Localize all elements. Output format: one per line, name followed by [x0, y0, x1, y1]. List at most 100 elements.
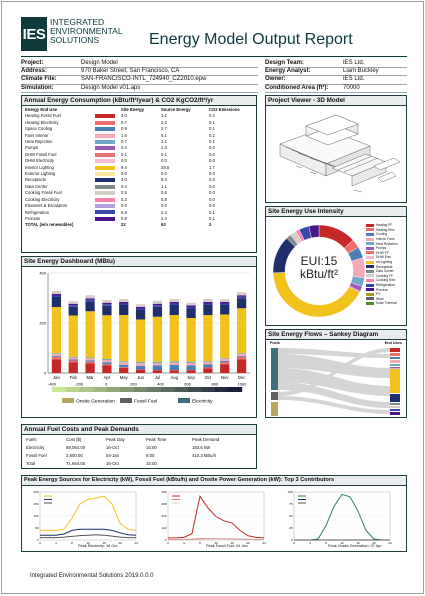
dashboard-bar-segment — [152, 363, 163, 366]
end-use-swatch — [95, 159, 115, 164]
peak-y-tick: 50 — [35, 526, 39, 530]
colorbar-tick-label: -400 — [48, 382, 57, 387]
peak-series-line — [40, 534, 136, 539]
peak-series-line — [294, 493, 390, 541]
source-energy-value: 29.5 — [161, 164, 170, 170]
dashboard-bar-segment — [186, 361, 196, 363]
end-use-swatch — [95, 178, 115, 183]
peak-x-tick: 8 — [71, 541, 73, 545]
dashboard-bar-segment — [51, 359, 62, 373]
dashboard-bar-segment — [102, 359, 112, 360]
sankey-node-fossil — [271, 392, 278, 400]
dashboard-bar-segment — [68, 360, 78, 363]
eui-unit: kBtu/ft² — [299, 267, 338, 281]
end-use-swatch — [95, 165, 115, 170]
dashboard-bar-segment — [51, 291, 62, 294]
co2-value: 0.0 — [209, 183, 215, 189]
colorbar-tick-label: 200 — [130, 382, 137, 387]
co2-value: 0.0 — [209, 190, 215, 196]
fuel-costs-title: Annual Fuel Costs and Peak Demands — [22, 425, 256, 435]
dashboard-bar-segment — [203, 361, 213, 363]
source-energy-value: 5.1 — [161, 132, 167, 138]
dashboard-bar-segment — [203, 303, 213, 305]
source-energy-value: 2.4 — [161, 215, 167, 221]
dashboard-bar-segment — [220, 358, 230, 359]
dashboard-bar-segment — [102, 302, 112, 305]
dashboard-bar-segment — [186, 305, 196, 307]
dashboard-bar-segment — [169, 303, 179, 305]
x-tick-label: Jul — [155, 375, 160, 380]
peak-x-tick: 0 — [167, 541, 169, 545]
legend-swatch — [366, 288, 374, 292]
info-row-area: Conditioned Area (ft²): 70000 — [265, 85, 407, 93]
dashboard-bar-segment — [51, 295, 62, 297]
dashboard-bar-segment — [119, 364, 129, 368]
peak-x-tick: 12 — [340, 541, 344, 545]
co2-value: 0.0 — [209, 196, 215, 202]
dashboard-bar-segment — [236, 356, 247, 360]
legend-swatch — [366, 301, 374, 305]
dashboard-bar-segment — [169, 299, 179, 302]
footer-text: Integrated Environmental Solutions 2019.… — [30, 573, 154, 579]
eui-legend-item: Heat Rejection — [366, 241, 406, 246]
dashboard-bar-segment — [51, 354, 62, 356]
peak-x-tick: 24 — [134, 541, 138, 545]
dashboard-bar-segment — [169, 362, 179, 365]
legend-swatch — [366, 278, 374, 282]
source-energy-value: 9.3 — [161, 177, 167, 183]
eui-legend-item: Int Lighting — [366, 260, 406, 265]
peak-x-tick: 24 — [262, 541, 266, 545]
table-row: Fans Interior 1.6 5.1 0.2 — [25, 133, 253, 139]
end-use-swatch — [95, 114, 115, 119]
end-use-swatch — [95, 197, 115, 202]
logo-line-1: INTEGRATED — [50, 17, 105, 27]
peak-sources-title: Peak Energy Sources for Electricity (kW)… — [22, 476, 406, 486]
x-tick-label: May — [120, 375, 129, 380]
dashboard-bar-segment — [68, 359, 78, 361]
peak-x-tick: 24 — [388, 541, 392, 545]
colorbar-cell — [65, 387, 80, 392]
dashboard-bar-segment — [236, 353, 247, 354]
table-row: Heat Rejection 0.7 2.2 0.1 — [25, 139, 253, 145]
end-use-name: Refrigeration — [25, 209, 49, 215]
site-energy-value: 3.0 — [121, 113, 127, 119]
dashboard-bar-segment — [236, 292, 247, 296]
eui-donut-chart — [272, 224, 366, 318]
info-row-address: Address: 970 Baker Street, San Francisco,… — [21, 68, 258, 77]
dashboard-bar-segment — [85, 363, 95, 373]
colorbar-tick-label: -200 — [75, 382, 84, 387]
peak-x-tick: 8 — [325, 541, 327, 545]
dashboard-bar-segment — [85, 360, 95, 362]
peak-x-tick: 20 — [246, 541, 250, 545]
peak-y-tick: 0 — [165, 538, 167, 542]
project-viewer-panel: Project Viewer - 3D Model — [265, 95, 407, 203]
dashboard-bar-segment — [85, 295, 95, 299]
dashboard-bar-segment — [135, 304, 146, 307]
fuel-row-electricity: Electricity 69,064.00 16-Oct 15:00 183.6… — [26, 445, 211, 450]
legend-swatch — [366, 265, 374, 269]
dashboard-bar-segment — [85, 357, 95, 359]
site-energy-value: 0.1 — [121, 151, 127, 157]
co2-value: 0.1 — [209, 119, 215, 125]
dashboard-bar-segment — [220, 359, 230, 361]
logo-wordmark: INTEGRATED ENVIRONMENTAL SOLUTIONS — [50, 18, 123, 44]
peak-series-line — [40, 495, 137, 531]
dashboard-bar-segment — [169, 370, 179, 371]
site-energy-value: 0.9 — [121, 126, 127, 132]
building-3d-model[interactable] — [266, 106, 406, 202]
sankey-end-uses-label: End Uses — [384, 341, 402, 345]
legend-swatch — [366, 269, 374, 273]
colorbar-cell — [160, 387, 175, 392]
y-tick-label: 0 — [44, 371, 47, 376]
dashboard-bar-segment — [169, 305, 179, 315]
source-energy-value: 0.1 — [161, 151, 167, 157]
end-use-name: Cooking Electricity — [25, 196, 60, 202]
end-use-name: Fans Interior — [25, 132, 49, 138]
table-total-row: TOTAL (w/o renewables) 22 63 2 — [25, 222, 212, 228]
dashboard-bar-segment — [85, 301, 95, 312]
table-row: Receptacle 3.0 9.3 0.3 — [25, 177, 253, 183]
colorbar-cell — [201, 387, 216, 392]
dashboard-bar-segment — [85, 299, 95, 302]
dashboard-bar-segment — [152, 305, 163, 307]
dashboard-bar-segment — [51, 356, 62, 360]
